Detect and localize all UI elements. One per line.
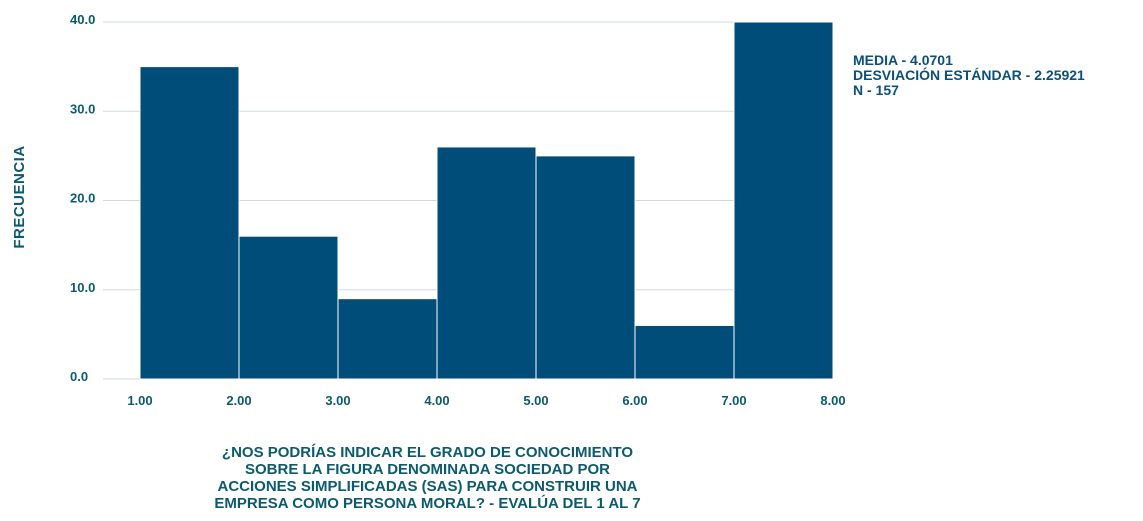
y-tick-label: 40.0 (70, 12, 95, 27)
y-tick-label: 0.0 (70, 369, 88, 384)
y-tick-label: 30.0 (70, 101, 95, 116)
histogram-bar (337, 298, 438, 380)
x-axis-title-line: SOBRE LA FIGURA DENOMINADA SOCIEDAD POR (244, 461, 610, 478)
y-tick-label: 10.0 (70, 280, 95, 295)
x-axis-title-line: ACCIONES SIMPLIFICADAS (SAS) PARA CONSTR… (217, 478, 638, 495)
x-tick-label: 2.00 (226, 393, 251, 408)
y-axis-label: FRECUENCIA (11, 145, 28, 248)
x-axis-title-line: EMPRESA COMO PERSONA MORAL? - EVALÚA DEL… (214, 495, 641, 512)
histogram-bar (436, 146, 537, 380)
x-tick-label: 4.00 (424, 393, 449, 408)
stat-std-dev: DESVIACIÓN ESTÁNDAR - 2.25921 (853, 67, 1085, 83)
stat-n: N - 157 (853, 82, 899, 98)
x-tick-label: 3.00 (325, 393, 350, 408)
histogram-bar (535, 155, 636, 380)
x-tick-label: 6.00 (622, 393, 647, 408)
histogram-bar (139, 66, 240, 380)
x-axis-title-line: ¿NOS PODRÍAS INDICAR EL GRADO DE CONOCIM… (221, 444, 634, 461)
histogram-bar (238, 235, 339, 380)
x-tick-label: 7.00 (721, 393, 746, 408)
stat-mean: MEDIA - 4.0701 (853, 52, 953, 68)
histogram-bar (733, 21, 834, 380)
x-tick-label: 1.00 (127, 393, 152, 408)
y-tick-label: 20.0 (70, 191, 95, 206)
x-axis-title: ¿NOS PODRÍAS INDICAR EL GRADO DE CONOCIM… (130, 444, 725, 512)
x-tick-label: 8.00 (820, 393, 845, 408)
histogram-bar (634, 324, 735, 380)
stats-box: MEDIA - 4.0701 DESVIACIÓN ESTÁNDAR - 2.2… (853, 53, 1085, 98)
x-tick-label: 5.00 (523, 393, 548, 408)
